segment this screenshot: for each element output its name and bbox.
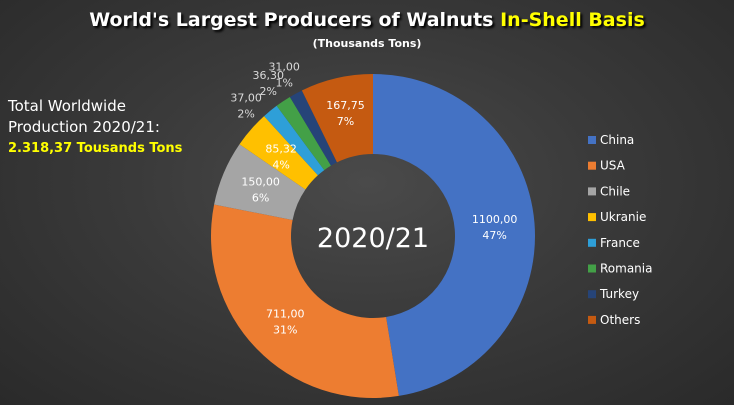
data-label-value-usa: 711,00 bbox=[266, 308, 305, 321]
data-label-percent-turkey: 1% bbox=[275, 77, 292, 90]
legend-swatch-france bbox=[588, 238, 596, 247]
slice-turkey bbox=[289, 90, 337, 166]
slice-others bbox=[301, 74, 373, 163]
data-labels: 1100,0047%711,0031%150,006%85,324%37,002… bbox=[230, 61, 517, 337]
slice-france bbox=[264, 105, 325, 176]
legend-label-romania: Romania bbox=[600, 262, 652, 276]
data-label-percent-france: 2% bbox=[237, 107, 254, 120]
data-label-value-chile: 150,00 bbox=[241, 176, 280, 189]
legend-swatch-ukranie bbox=[588, 213, 596, 222]
legend-label-turkey: Turkey bbox=[599, 287, 639, 301]
legend-label-chile: Chile bbox=[600, 184, 630, 198]
legend-swatch-turkey bbox=[588, 290, 596, 299]
data-label-value-france: 37,00 bbox=[230, 91, 262, 104]
total-value: 2.318,37 Tousands Tons bbox=[8, 141, 183, 156]
legend-swatch-china bbox=[588, 136, 596, 144]
data-label-percent-usa: 31% bbox=[273, 324, 297, 337]
slice-chile bbox=[214, 144, 306, 221]
slice-romania bbox=[276, 96, 331, 171]
legend-swatch-chile bbox=[588, 187, 596, 196]
data-label-value-turkey: 31,00 bbox=[268, 61, 300, 74]
slice-china bbox=[373, 74, 535, 396]
data-label-value-romania: 36,30 bbox=[253, 69, 285, 82]
donut-slices bbox=[210, 74, 535, 398]
data-label-percent-chile: 6% bbox=[252, 192, 269, 205]
chart-title: World's Largest Producers of Walnuts In-… bbox=[0, 9, 734, 31]
legend-label-usa: USA bbox=[600, 159, 626, 173]
legend-swatch-romania bbox=[588, 264, 596, 273]
center-label: 2020/21 bbox=[317, 223, 429, 254]
legend: China USA Chile Ukranie France Romania Turkey O… bbox=[588, 133, 652, 327]
data-label-percent-romania: 2% bbox=[260, 85, 277, 98]
data-label-percent-others: 7% bbox=[337, 115, 354, 128]
legend-label-others: Others bbox=[600, 313, 640, 327]
legend-label-france: France bbox=[600, 236, 640, 250]
legend-swatch-others bbox=[588, 315, 596, 324]
total-label-line1: Total Worldwide bbox=[8, 97, 126, 115]
chart-title-highlight: In-Shell Basis bbox=[500, 9, 645, 31]
total-label-line2: Production 2020/21: bbox=[8, 118, 160, 136]
legend-label-china: China bbox=[600, 133, 634, 147]
total-production-note: Total Worldwide Production 2020/21: 2.31… bbox=[8, 96, 182, 159]
data-label-value-ukranie: 85,32 bbox=[265, 143, 297, 156]
slice-usa bbox=[210, 204, 399, 398]
legend-label-ukranie: Ukranie bbox=[600, 210, 646, 224]
chart-title-main: World's Largest Producers of Walnuts bbox=[89, 9, 494, 31]
legend-swatch-usa bbox=[588, 161, 596, 170]
data-label-percent-china: 47% bbox=[482, 229, 506, 242]
data-label-value-china: 1100,00 bbox=[472, 213, 518, 226]
chart-subtitle: (Thousands Tons) bbox=[312, 37, 422, 50]
data-label-value-others: 167,75 bbox=[326, 99, 365, 112]
slice-ukranie bbox=[239, 116, 318, 190]
data-label-percent-ukranie: 4% bbox=[272, 159, 289, 172]
